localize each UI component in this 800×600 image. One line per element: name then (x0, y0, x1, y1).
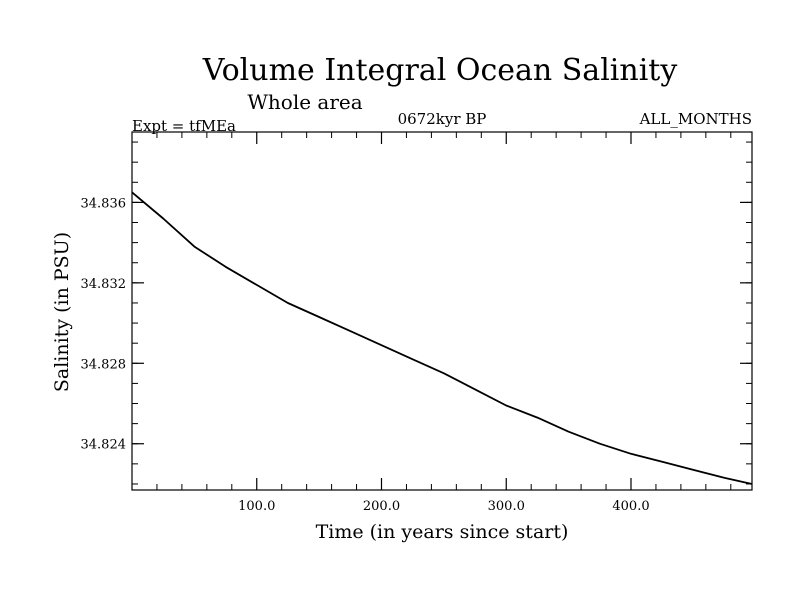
y-tick-label: 34.828 (81, 357, 127, 372)
x-tick-label: 100.0 (238, 499, 275, 514)
months-label: ALL_MONTHS (639, 110, 752, 128)
y-tick-label: 34.836 (81, 196, 127, 211)
y-tick-label: 34.824 (81, 438, 127, 453)
chart-title: Volume Integral Ocean Salinity (202, 53, 678, 88)
period-label: 0672kyr BP (398, 110, 487, 128)
y-axis-label: Salinity (in PSU) (51, 232, 73, 392)
salinity-line (131, 191, 753, 485)
plot-frame (131, 131, 753, 491)
y-tick-label: 34.832 (81, 277, 127, 292)
x-tick-label: 200.0 (363, 499, 400, 514)
x-axis-label: Time (in years since start) (316, 521, 569, 543)
plot-area: 100.0 200.0 300.0 400.0 34.824 34.828 34.832 34… (81, 131, 753, 514)
x-tick-label: 400.0 (612, 499, 649, 514)
chart-subtitle: Whole area (247, 90, 362, 114)
experiment-label: Expt = tfMEa (132, 117, 236, 135)
x-tick-label: 300.0 (488, 499, 525, 514)
